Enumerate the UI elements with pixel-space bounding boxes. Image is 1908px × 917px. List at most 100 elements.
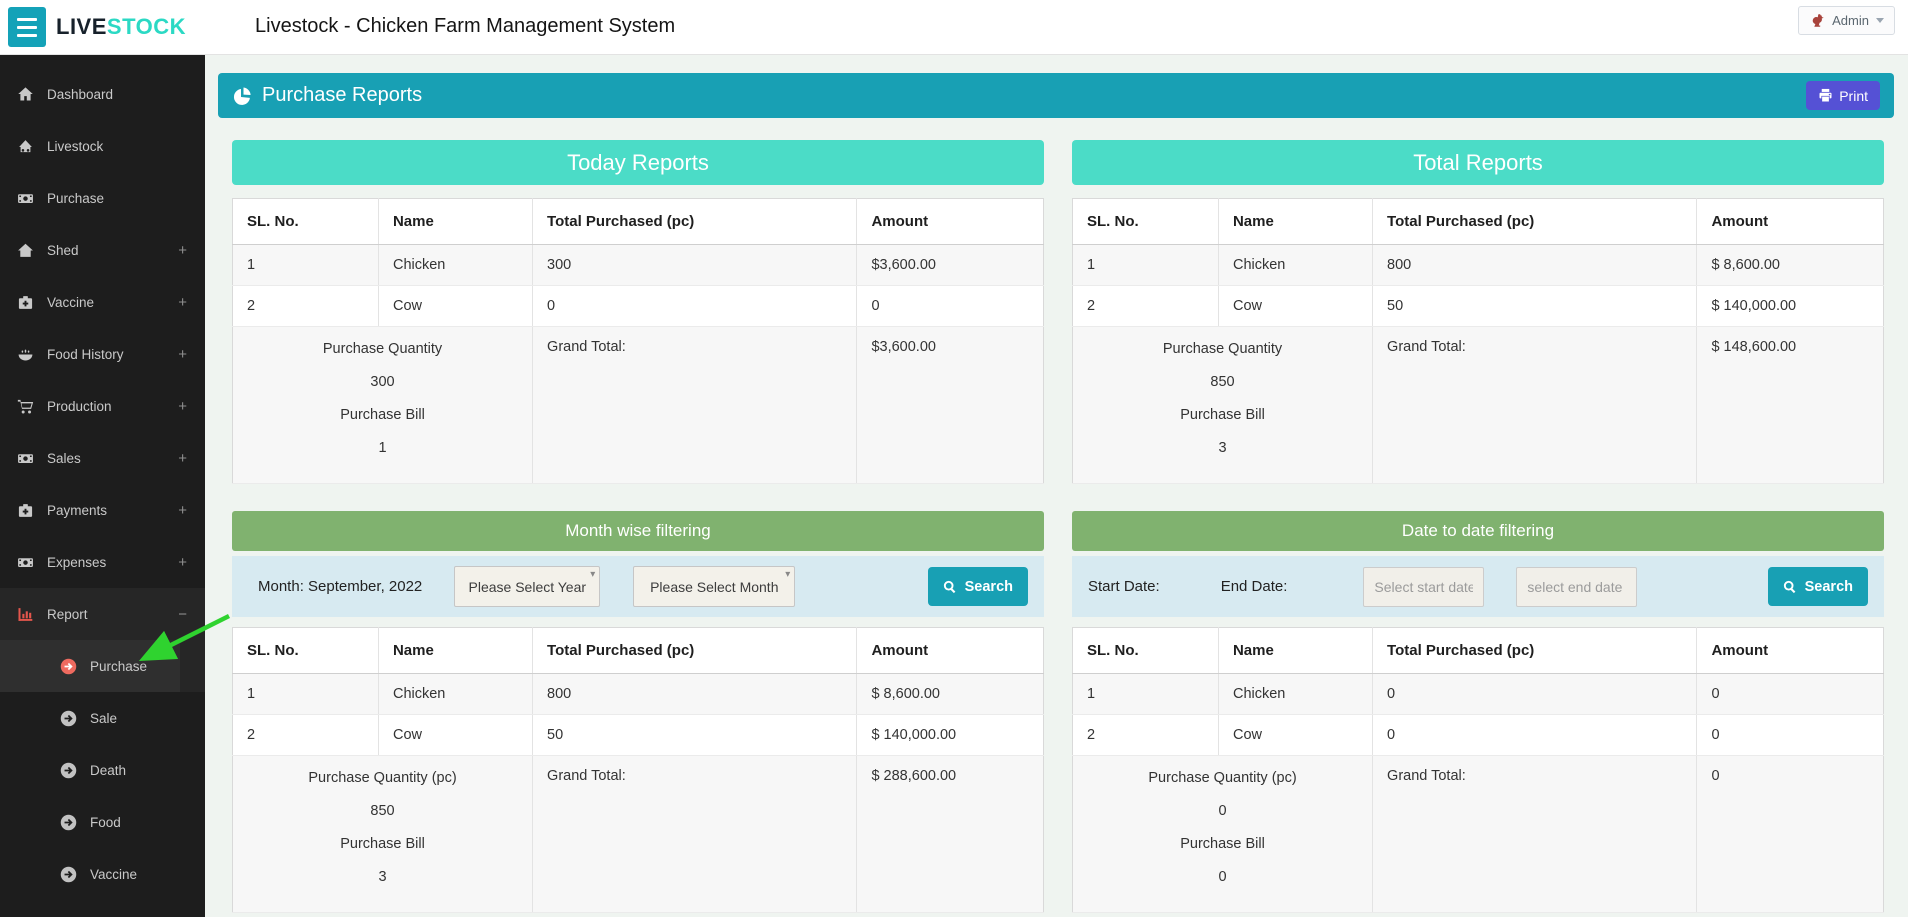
cash-icon — [17, 554, 34, 571]
date-filter-title: Date to date filtering — [1072, 511, 1884, 551]
rooster-icon — [1809, 13, 1825, 29]
grand-total-value: $ 288,600.00 — [856, 755, 1044, 913]
report-section: Report − Purchase — [0, 588, 205, 692]
start-date-label: Start Date: — [1088, 578, 1160, 595]
sidebar-item-purchase[interactable]: Purchase — [0, 172, 205, 224]
sidebar-item-livestock[interactable]: Livestock — [0, 120, 205, 172]
admin-label: Admin — [1832, 13, 1869, 28]
purchase-bill-label: Purchase Bill — [1180, 407, 1265, 423]
circle-arrow-icon — [60, 866, 77, 883]
page-title: Livestock - Chicken Farm Management Syst… — [255, 15, 676, 37]
table-footer-row: Purchase Quantity 300 Purchase Bill 1 Gr… — [232, 326, 1044, 484]
table-row: 2 Cow 50 $ 140,000.00 — [232, 714, 1044, 756]
date-filter-panel: Date to date filtering Start Date: End D… — [1072, 511, 1884, 913]
pie-chart-icon — [232, 86, 252, 106]
table-header-row: SL. No. Name Total Purchased (pc) Amount — [1072, 627, 1884, 674]
date-filter-bar: Start Date: End Date: Search — [1072, 556, 1884, 617]
sidebar-item-payments[interactable]: Payments + — [0, 484, 205, 536]
end-date-label: End Date: — [1220, 578, 1288, 595]
month-filter-title: Month wise filtering — [232, 511, 1044, 551]
total-reports-table: SL. No. Name Total Purchased (pc) Amount 1… — [1072, 198, 1884, 484]
table-row: 1 Chicken 800 $ 8,600.00 — [1072, 244, 1884, 286]
sidebar-item-vaccine[interactable]: Vaccine + — [0, 276, 205, 328]
sidebar-item-dashboard[interactable]: Dashboard — [0, 68, 205, 120]
medkit-icon — [17, 502, 34, 519]
month-select[interactable]: Please Select Month ▾ — [633, 566, 796, 607]
date-search-button[interactable]: Search — [1767, 567, 1868, 606]
purchase-quantity-label: Purchase Quantity (pc) — [1148, 770, 1297, 786]
table-header-row: SL. No. Name Total Purchased (pc) Amount — [1072, 198, 1884, 245]
home-icon — [17, 86, 34, 103]
purchase-bill-label: Purchase Bill — [1180, 836, 1265, 852]
purchase-quantity-value: 850 — [1210, 374, 1235, 390]
circle-arrow-icon — [60, 814, 77, 831]
purchase-quantity-label: Purchase Quantity — [1162, 341, 1283, 357]
purchase-quantity-value: 850 — [370, 803, 395, 819]
main-content: Purchase Reports Print Today Reports SL.… — [205, 55, 1908, 917]
sidebar-item-report[interactable]: Report − — [0, 588, 205, 640]
month-filter-bar: Month: September, 2022 Please Select Yea… — [232, 556, 1044, 617]
table-footer-row: Purchase Quantity (pc) 0 Purchase Bill 0… — [1072, 755, 1884, 913]
purchase-bill-value: 1 — [378, 440, 387, 456]
date-filter-table: SL. No. Name Total Purchased (pc) Amount 1… — [1072, 627, 1884, 913]
grand-total-label: Grand Total: — [532, 326, 858, 484]
end-date-input[interactable] — [1516, 566, 1638, 607]
grand-total-value: $3,600.00 — [856, 326, 1044, 484]
sidebar-subitem-sale-report[interactable]: Sale — [0, 692, 205, 744]
today-reports-panel: Today Reports SL. No. Name Total Purchase… — [232, 140, 1044, 484]
chart-icon — [17, 606, 34, 623]
table-header-row: SL. No. Name Total Purchased (pc) Amount — [232, 627, 1044, 674]
month-filter-table: SL. No. Name Total Purchased (pc) Amount 1… — [232, 627, 1044, 913]
chevron-down-icon: ▾ — [785, 569, 791, 580]
cart-icon — [17, 398, 34, 415]
grand-total-label: Grand Total: — [1372, 755, 1698, 913]
circle-arrow-icon — [60, 710, 77, 727]
year-select[interactable]: Please Select Year ▾ — [454, 566, 601, 607]
livestock-icon — [17, 138, 34, 155]
purchase-bill-value: 0 — [1218, 869, 1227, 885]
table-footer-row: Purchase Quantity 850 Purchase Bill 3 Gr… — [1072, 326, 1884, 484]
sidebar-item-expenses[interactable]: Expenses + — [0, 536, 205, 588]
sidebar-item-production[interactable]: Production + — [0, 380, 205, 432]
sidebar-subitem-vaccine-report[interactable]: Vaccine — [0, 848, 205, 900]
hamburger-menu-icon[interactable] — [8, 7, 46, 47]
today-reports-table: SL. No. Name Total Purchased (pc) Amount 1… — [232, 198, 1044, 484]
sidebar-subitem-death-report[interactable]: Death — [0, 744, 205, 796]
admin-menu[interactable]: Admin — [1798, 6, 1895, 35]
sidebar-subitem-food-report[interactable]: Food — [0, 796, 205, 848]
purchase-bill-label: Purchase Bill — [340, 407, 425, 423]
shed-icon — [17, 242, 34, 259]
table-row: 1 Chicken 300 $3,600.00 — [232, 244, 1044, 286]
total-reports-title: Total Reports — [1072, 140, 1884, 185]
table-footer-row: Purchase Quantity (pc) 850 Purchase Bill… — [232, 755, 1044, 913]
sidebar-item-shed[interactable]: Shed + — [0, 224, 205, 276]
table-row: 1 Chicken 800 $ 8,600.00 — [232, 673, 1044, 715]
purchase-bill-value: 3 — [378, 869, 387, 885]
chevron-down-icon — [1876, 18, 1884, 23]
print-button[interactable]: Print — [1806, 81, 1880, 110]
start-date-input[interactable] — [1363, 566, 1485, 607]
medkit-icon — [17, 294, 34, 311]
month-filter-panel: Month wise filtering Month: September, 2… — [232, 511, 1044, 913]
month-search-button[interactable]: Search — [927, 567, 1028, 606]
circle-arrow-icon — [60, 658, 77, 675]
table-row: 2 Cow 50 $ 140,000.00 — [1072, 285, 1884, 327]
search-icon — [1783, 580, 1797, 594]
purchase-quantity-label: Purchase Quantity (pc) — [308, 770, 457, 786]
grand-total-label: Grand Total: — [1372, 326, 1698, 484]
purchase-bill-value: 3 — [1218, 440, 1227, 456]
sidebar-subitem-purchase-report[interactable]: Purchase — [0, 640, 180, 692]
today-reports-title: Today Reports — [232, 140, 1044, 185]
section-title: Purchase Reports — [262, 84, 423, 106]
grand-total-value: 0 — [1696, 755, 1884, 913]
sidebar-item-food-history[interactable]: Food History + — [0, 328, 205, 380]
sidebar-item-sales[interactable]: Sales + — [0, 432, 205, 484]
purchase-quantity-value: 300 — [370, 374, 395, 390]
food-icon — [17, 346, 34, 363]
printer-icon — [1818, 88, 1833, 103]
purchase-quantity-label: Purchase Quantity — [322, 341, 443, 357]
purchase-quantity-value: 0 — [1218, 803, 1227, 819]
sidebar-subitem-partial[interactable] — [0, 900, 205, 917]
